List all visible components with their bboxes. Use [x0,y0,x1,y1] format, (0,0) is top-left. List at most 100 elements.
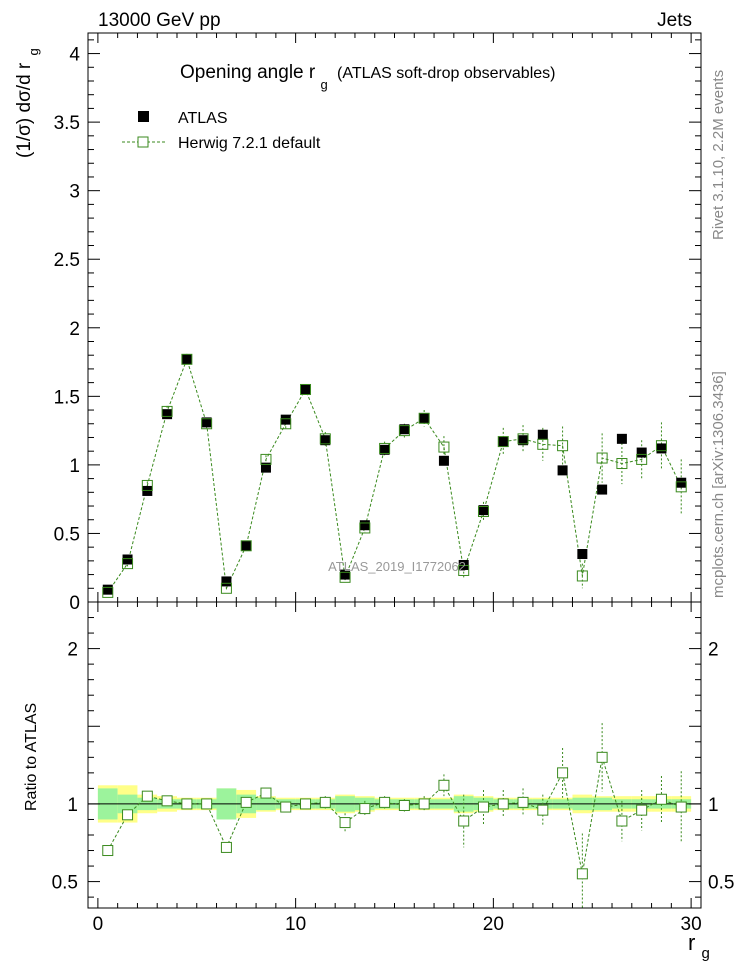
ratio-point [161,795,173,807]
herwig-point [141,479,153,491]
x-tick-label: 0 [93,914,104,935]
ratio-y-tick-label: 0.5 [52,873,78,894]
atlas-point [300,384,311,395]
ratio-point [220,841,232,853]
ratio-y-tick-label: 2 [67,640,78,661]
axis-ticks: 0 10 20 30 0 0.5 1 1.5 2 2.5 3 3.5 4 0.5 0.5 1 1 2 2 [52,33,734,935]
atlas-point [656,443,667,454]
main-y-tick-label: 3 [69,182,80,203]
ratio-ylabel: Ratio to ATLAS [23,703,40,811]
atlas-point [102,584,113,595]
herwig-point [102,586,114,598]
header-left: 13000 GeV pp [98,10,221,31]
atlas-point [616,433,627,444]
x-tick-label: 10 [285,914,306,935]
plot-title-main: Opening angle r [180,62,316,83]
legend-marker-herwig [137,136,149,148]
ratio-point [557,767,569,779]
ratio-point [359,803,371,815]
header-right: Jets [657,10,692,31]
ratio-plot-frame [87,601,702,909]
atlas-point [280,414,291,425]
herwig-point [675,481,687,493]
legend-marker-atlas [138,111,149,122]
ratio-point [616,815,628,827]
herwig-point [280,418,292,430]
svg-text:(1/σ) dσ/d r g: (1/σ) dσ/d r g [14,48,41,158]
ratio-point [596,751,608,763]
atlas-point [221,576,232,587]
herwig-point [616,458,628,470]
ratio-line [107,757,682,874]
main-y-tick-label: 2.5 [54,250,80,271]
atlas-point [320,435,331,446]
legend-label-herwig: Herwig 7.2.1 default [178,135,321,152]
atlas-point [399,424,410,435]
ratio-point [398,799,410,811]
atlas-point [201,417,212,428]
side-label-top: Rivet 3.1.10, 2.2M events [710,70,727,240]
side-label-top-text: Rivet 3.1.10, 2.2M events [710,70,727,240]
ratio-point [319,796,331,808]
atlas-point [498,436,509,447]
plot-title: Opening angle r g (ATLAS soft-drop obser… [180,62,555,94]
plot-title-rest: (ATLAS soft-drop observables) [337,65,555,82]
ratio-uncertainty-bands [88,785,701,823]
ratio-point [300,798,312,810]
herwig-point [161,405,173,417]
herwig-point [181,353,193,365]
atlas-point [478,505,489,516]
herwig-point [636,453,648,465]
xlabel: r g [688,930,710,962]
herwig-point [339,571,351,583]
herwig-line [107,357,682,593]
main-y-tick-label: 2 [69,319,80,340]
atlas-point [340,569,351,580]
ratio-point [102,845,114,857]
ratio-point [675,801,687,813]
atlas-point [122,554,133,565]
ratio-point [576,868,588,880]
herwig-point [359,522,371,534]
atlas-point [419,413,430,424]
ratio-point [458,815,470,827]
ratio-point [122,809,134,821]
ratio-point [517,796,529,808]
ratio-point [339,817,351,829]
ratio-point [636,804,648,816]
herwig-point [537,438,549,450]
herwig-point [240,540,252,552]
herwig-point [418,412,430,424]
axes-frames [87,32,702,909]
atlas-point [260,462,271,473]
ratio-point [240,796,252,808]
atlas-point [379,444,390,455]
ratio-y-tick-label-right: 2 [708,640,719,661]
ratio-point [201,798,213,810]
xlabel-main: r [688,930,695,955]
ratio-y-tick-label: 1 [67,795,78,816]
main-y-tick-label: 4 [69,45,80,66]
main-y-tick-label: 1 [69,456,80,477]
atlas-point [537,429,548,440]
legend: ATLAS Herwig 7.2.1 default [122,110,321,152]
ratio-point [497,798,509,810]
ratio-point [418,798,430,810]
herwig-point [122,558,134,570]
main-ylabel-main: (1/σ) dσ/d r [14,62,35,158]
herwig-point [497,436,509,448]
herwig-point [260,453,272,465]
ratio-y-tick-label-right: 0.5 [708,873,734,894]
side-label-bottom-text: mcplots.cern.ch [arXiv:1306.3436] [710,371,727,598]
atlas-point [181,354,192,365]
ratio-point [477,801,489,813]
atlas-point [518,435,529,446]
herwig-point [220,582,232,594]
herwig-point [517,433,529,445]
atlas-point [438,455,449,466]
ratio-point [537,804,549,816]
atlas-point [676,477,687,488]
atlas-point [636,447,647,458]
ratio-point [181,798,193,810]
